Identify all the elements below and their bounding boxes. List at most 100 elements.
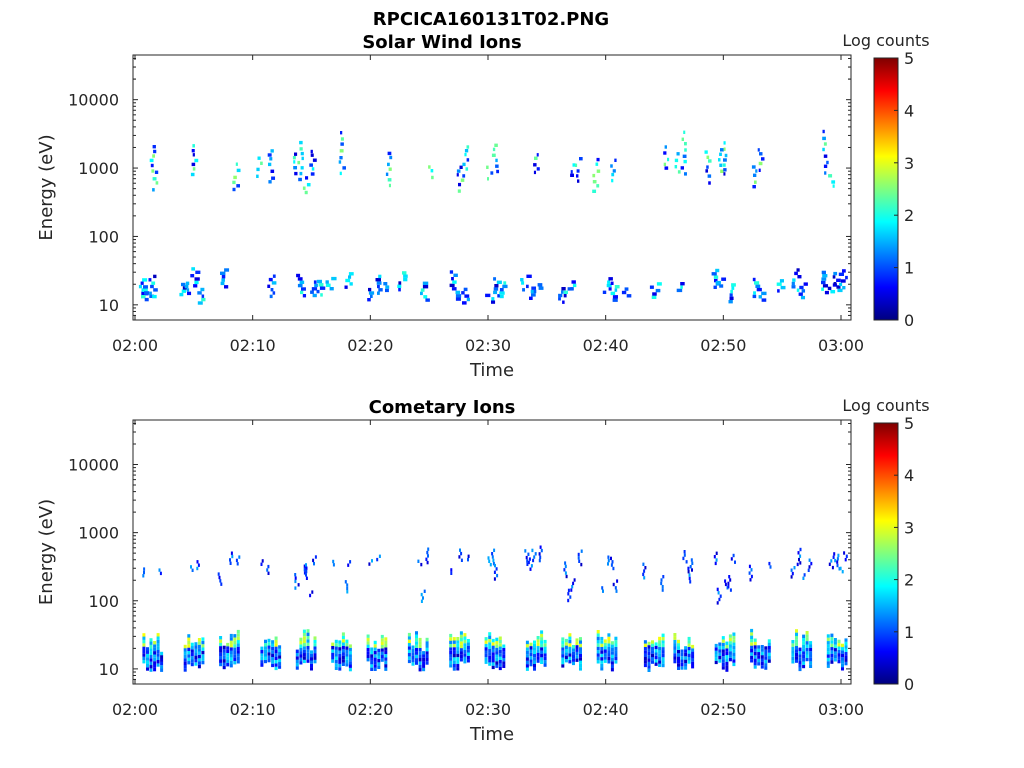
heatmap-cell <box>181 289 187 293</box>
heatmap-cell <box>152 145 156 149</box>
heatmap-cell <box>310 153 314 157</box>
heatmap-cell <box>683 159 687 164</box>
heatmap-cell <box>153 664 157 668</box>
heatmap-cell <box>795 646 798 650</box>
heatmap-cell <box>522 288 526 292</box>
heatmap-cell <box>345 663 349 667</box>
heatmap-cell <box>760 645 764 649</box>
heatmap-cell <box>384 657 388 661</box>
heatmap-cell <box>344 285 348 289</box>
heatmap-cell <box>729 578 732 582</box>
heatmap-cell <box>502 661 506 665</box>
heatmap-cell <box>191 267 196 271</box>
heatmap-cell <box>790 568 793 572</box>
heatmap-cell <box>824 290 829 295</box>
heatmap-cell <box>375 278 381 282</box>
heatmap-cell <box>791 653 795 657</box>
heatmap-cell <box>732 649 736 653</box>
heatmap-cell <box>643 660 647 664</box>
heatmap-cell <box>561 290 564 294</box>
heatmap-cell <box>802 651 806 655</box>
heatmap-cell <box>428 165 431 169</box>
heatmap-cell <box>558 297 561 301</box>
heatmap-cell <box>426 550 429 555</box>
heatmap-cell <box>533 667 536 671</box>
heatmap-cell <box>332 563 335 567</box>
heatmap-cell <box>561 644 565 648</box>
heatmap-cell <box>153 667 157 672</box>
heatmap-cell <box>299 644 303 648</box>
heatmap-cell <box>224 285 229 289</box>
heatmap-cell <box>142 646 146 650</box>
heatmap-cell <box>418 637 422 642</box>
heatmap-cell <box>758 295 762 299</box>
heatmap-cell <box>305 563 307 567</box>
heatmap-cell <box>575 658 579 662</box>
heatmap-cell <box>462 162 466 167</box>
heatmap-cell <box>226 652 230 657</box>
heatmap-cell <box>233 650 237 655</box>
heatmap-cell <box>306 652 310 657</box>
heatmap-cell <box>752 185 756 189</box>
heatmap-cell <box>612 298 618 302</box>
heatmap-cell <box>572 661 575 666</box>
heatmap-cell <box>331 646 335 650</box>
heatmap-cell <box>658 663 662 667</box>
heatmap-cell <box>564 571 567 575</box>
y-axis-label: Energy (eV) <box>36 499 57 605</box>
heatmap-cell <box>456 653 460 658</box>
heatmap-cell <box>348 661 352 665</box>
heatmap-cell <box>684 142 687 146</box>
heatmap-cell <box>732 656 736 660</box>
heatmap-cell <box>235 558 238 563</box>
heatmap-cell <box>543 656 547 661</box>
heatmap-cell <box>838 272 844 276</box>
heatmap-cell <box>540 548 543 553</box>
heatmap-cell <box>603 652 607 657</box>
heatmap-cell <box>767 646 771 650</box>
heatmap-cell <box>222 652 226 656</box>
heatmap-cell <box>656 282 662 286</box>
heatmap-cell <box>580 549 583 553</box>
heatmap-cell <box>830 633 834 637</box>
heatmap-cell <box>643 653 647 657</box>
heatmap-cell <box>418 647 422 652</box>
heatmap-cell <box>192 167 196 171</box>
heatmap-cell <box>430 169 434 173</box>
heatmap-cell <box>160 661 164 666</box>
heatmap-cell <box>760 658 764 662</box>
heatmap-cell <box>798 664 802 668</box>
heatmap-cell <box>799 285 804 290</box>
heatmap-cell <box>411 652 415 656</box>
heatmap-cell <box>680 166 684 170</box>
heatmap-cell <box>603 642 607 647</box>
heatmap-cell <box>561 660 565 665</box>
heatmap-cell <box>687 640 691 644</box>
heatmap-cell <box>729 293 733 297</box>
heatmap-cell <box>294 579 297 584</box>
heatmap-cell <box>466 655 470 660</box>
heatmap-cell <box>302 656 306 660</box>
heatmap-cell <box>491 638 495 643</box>
heatmap-cell <box>564 564 567 569</box>
heatmap-cell <box>190 646 194 650</box>
heatmap-cell <box>614 158 617 162</box>
heatmap-cell <box>596 157 600 162</box>
heatmap-cell <box>579 640 582 644</box>
heatmap-cell <box>487 556 490 560</box>
heatmap-cell <box>384 664 388 668</box>
heatmap-cell <box>224 268 230 272</box>
heatmap-cell <box>592 189 597 193</box>
heatmap-cell <box>201 660 205 665</box>
heatmap-cell <box>714 660 718 665</box>
heatmap-cell <box>302 632 306 637</box>
heatmap-cell <box>643 569 646 573</box>
heatmap-cell <box>313 636 317 640</box>
heatmap-cell <box>603 639 607 643</box>
heatmap-cell <box>654 649 658 653</box>
heatmap-cell <box>260 663 264 667</box>
heatmap-cell <box>730 289 733 294</box>
heatmap-cell <box>687 643 691 647</box>
heatmap-cell <box>256 167 260 172</box>
